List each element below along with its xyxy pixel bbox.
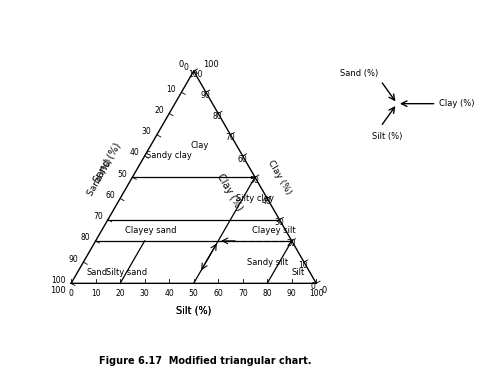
Text: 20: 20 — [286, 239, 295, 248]
Text: 70: 70 — [93, 212, 102, 221]
Text: Figure 6.17  Modified triangular chart.: Figure 6.17 Modified triangular chart. — [99, 356, 311, 366]
Text: 80: 80 — [262, 290, 271, 299]
Text: 100: 100 — [308, 290, 323, 299]
Text: 40: 40 — [129, 149, 139, 158]
Text: 60: 60 — [105, 191, 115, 200]
Text: 30: 30 — [274, 218, 284, 227]
Text: 60: 60 — [237, 155, 246, 164]
Text: 0: 0 — [183, 63, 188, 72]
Text: 100: 100 — [51, 276, 66, 285]
Text: Clay (%): Clay (%) — [265, 158, 292, 196]
Text: Silt (%): Silt (%) — [371, 132, 402, 141]
Text: 100: 100 — [188, 70, 203, 79]
Text: 50: 50 — [249, 176, 259, 185]
Text: Silty clay: Silty clay — [236, 194, 273, 203]
Text: 100: 100 — [203, 60, 219, 69]
Text: 40: 40 — [262, 197, 271, 206]
Text: Silt: Silt — [291, 268, 304, 277]
Text: Sandy clay: Sandy clay — [146, 152, 192, 161]
Text: 100: 100 — [50, 286, 66, 295]
Text: 10: 10 — [166, 85, 176, 94]
Text: 70: 70 — [237, 290, 247, 299]
Text: 30: 30 — [140, 290, 149, 299]
Text: Clay (%): Clay (%) — [438, 99, 474, 108]
Text: Sandy silt: Sandy silt — [246, 257, 287, 267]
Text: 50: 50 — [188, 290, 198, 299]
Text: 50: 50 — [117, 170, 127, 179]
Text: 80: 80 — [212, 112, 222, 121]
Text: 0: 0 — [178, 60, 183, 69]
Text: 10: 10 — [298, 261, 307, 270]
Text: 80: 80 — [81, 233, 90, 242]
Text: Clayey silt: Clayey silt — [251, 226, 295, 235]
Text: Sand (%): Sand (%) — [339, 69, 377, 78]
Text: 40: 40 — [164, 290, 174, 299]
Text: 30: 30 — [142, 127, 151, 136]
Text: 0: 0 — [68, 290, 73, 299]
Text: Sand (%): Sand (%) — [91, 141, 122, 184]
Text: Sand (%): Sand (%) — [86, 157, 115, 197]
Text: 90: 90 — [68, 254, 78, 264]
Text: 20: 20 — [115, 290, 125, 299]
Text: Clayey sand: Clayey sand — [125, 226, 176, 235]
Text: 60: 60 — [213, 290, 223, 299]
Text: Silt (%): Silt (%) — [176, 305, 211, 316]
Text: Clay: Clay — [190, 141, 208, 150]
Text: 10: 10 — [91, 290, 100, 299]
Text: 0: 0 — [310, 282, 315, 291]
Text: 90: 90 — [200, 91, 210, 100]
Text: 90: 90 — [286, 290, 296, 299]
Text: Silty sand: Silty sand — [105, 268, 146, 277]
Text: Silt (%): Silt (%) — [176, 305, 211, 316]
Text: 70: 70 — [224, 133, 234, 142]
Text: Sand: Sand — [86, 268, 107, 277]
Text: 20: 20 — [154, 106, 163, 115]
Text: 0: 0 — [321, 286, 325, 295]
Text: Clay (%): Clay (%) — [214, 172, 244, 212]
